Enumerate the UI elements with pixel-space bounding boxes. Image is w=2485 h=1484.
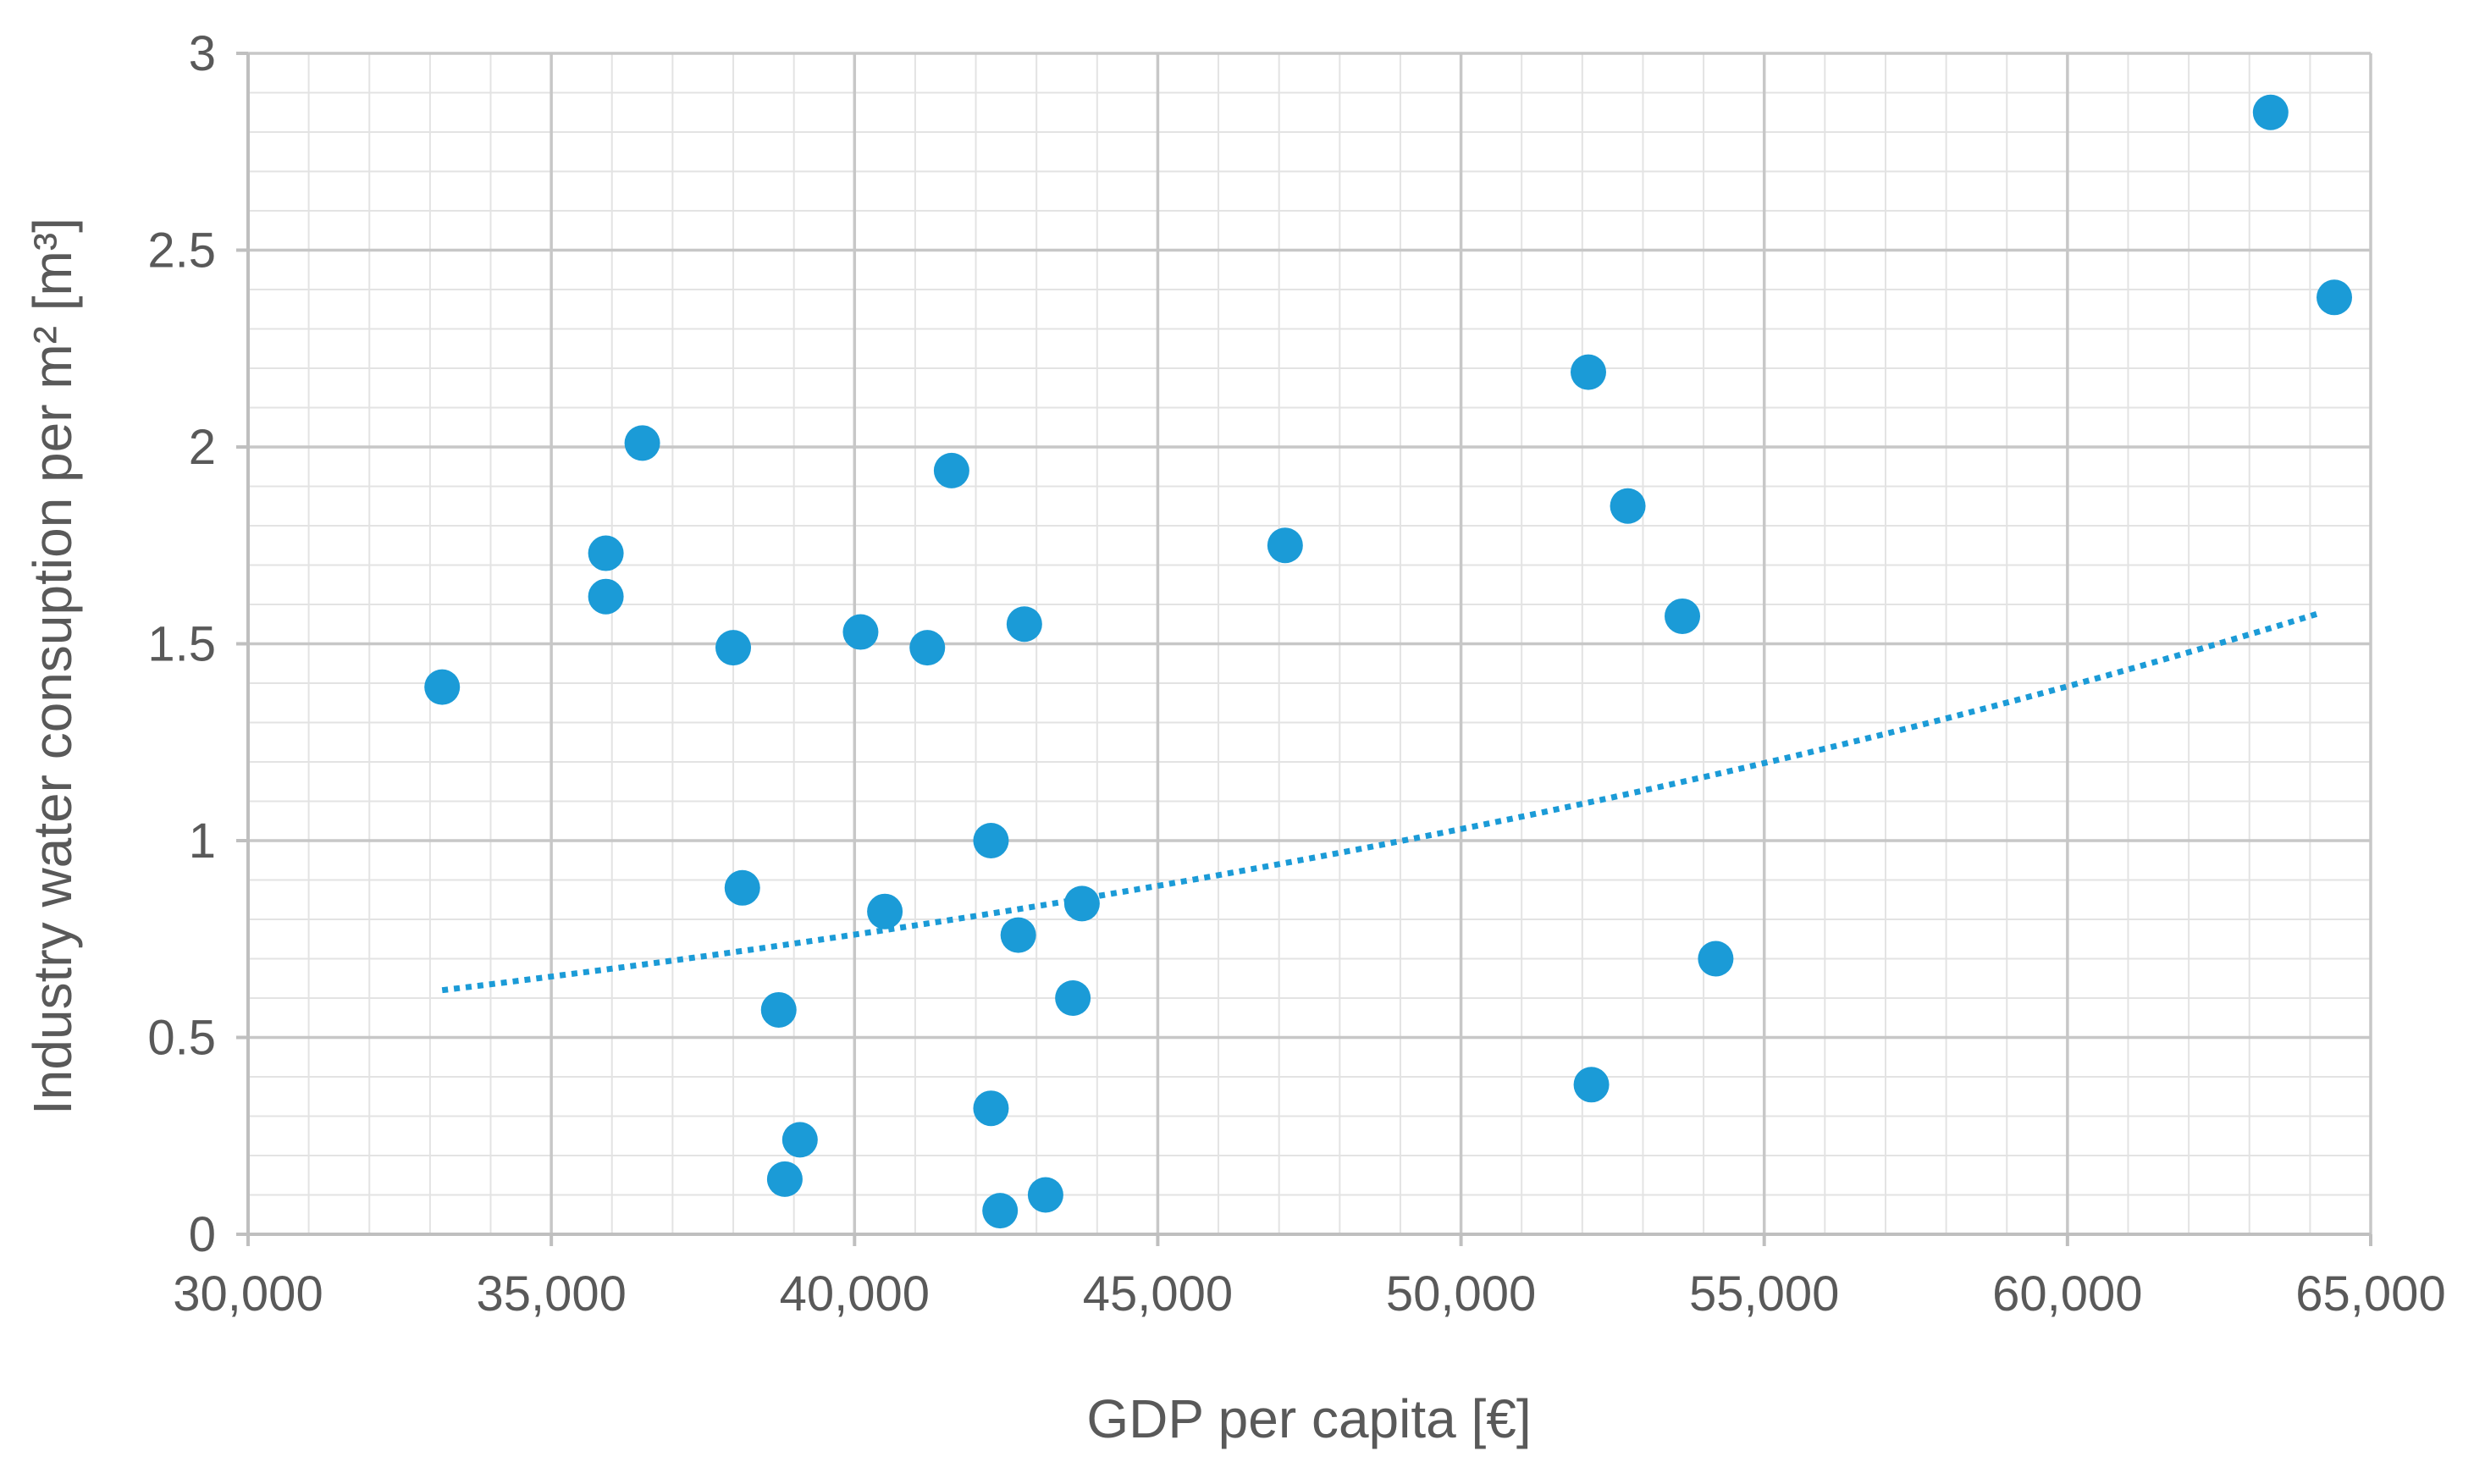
y-tick-label: 0 [189,1207,216,1262]
x-tick-label: 60,000 [1992,1266,2142,1321]
x-tick-label: 35,000 [476,1266,626,1321]
data-point [1267,527,1303,564]
data-point [1665,598,1701,634]
data-point [760,991,797,1028]
x-tick-label: 40,000 [780,1266,930,1321]
x-tick-label: 30,000 [173,1266,323,1321]
y-tick-label: 1.5 [147,617,216,672]
data-point [781,1122,818,1158]
data-point [867,893,903,930]
data-point [1573,1067,1610,1103]
data-point [1063,885,1100,922]
y-tick-label: 2.5 [147,223,216,279]
data-point [1570,354,1606,390]
data-point [1000,917,1036,953]
trendline-layer [441,609,2323,994]
data-points-layer [424,94,2353,1229]
data-point [1610,488,1646,524]
y-tick-label: 2 [189,420,216,475]
axis-layer [236,52,2372,1246]
data-point [766,1161,803,1197]
data-point [1006,606,1042,643]
data-point [909,630,946,666]
data-point [973,1090,1009,1127]
data-point [973,823,1009,858]
data-point [424,669,461,705]
data-point [1698,941,1734,977]
x-tick-label: 65,000 [2295,1266,2445,1321]
data-point [842,614,879,650]
tick-label-layer: 30,000 35,000 40,000 45,000 50,000 55,000 60,0… [147,26,2445,1321]
y-axis-title: Industry water consuption per m² [m³] [22,218,83,1115]
x-axis-title: GDP per capita [€] [1086,1388,1531,1449]
data-point [588,535,624,571]
y-tick-label: 3 [189,26,216,81]
data-point [724,869,760,906]
y-tick-label: 1 [189,814,216,869]
data-point [1027,1177,1063,1213]
trendline [441,609,2323,994]
grid-layer [246,52,2372,1236]
data-point [624,425,660,461]
x-tick-label: 55,000 [1689,1266,1839,1321]
data-point [933,452,969,488]
data-point [2317,279,2353,316]
data-point [982,1193,1019,1229]
y-tick-label: 0.5 [147,1011,216,1066]
data-point [2252,94,2289,130]
x-tick-label: 45,000 [1083,1266,1233,1321]
data-point [715,630,752,666]
x-tick-label: 50,000 [1386,1266,1536,1321]
data-point [588,578,624,615]
data-point [1055,980,1091,1016]
